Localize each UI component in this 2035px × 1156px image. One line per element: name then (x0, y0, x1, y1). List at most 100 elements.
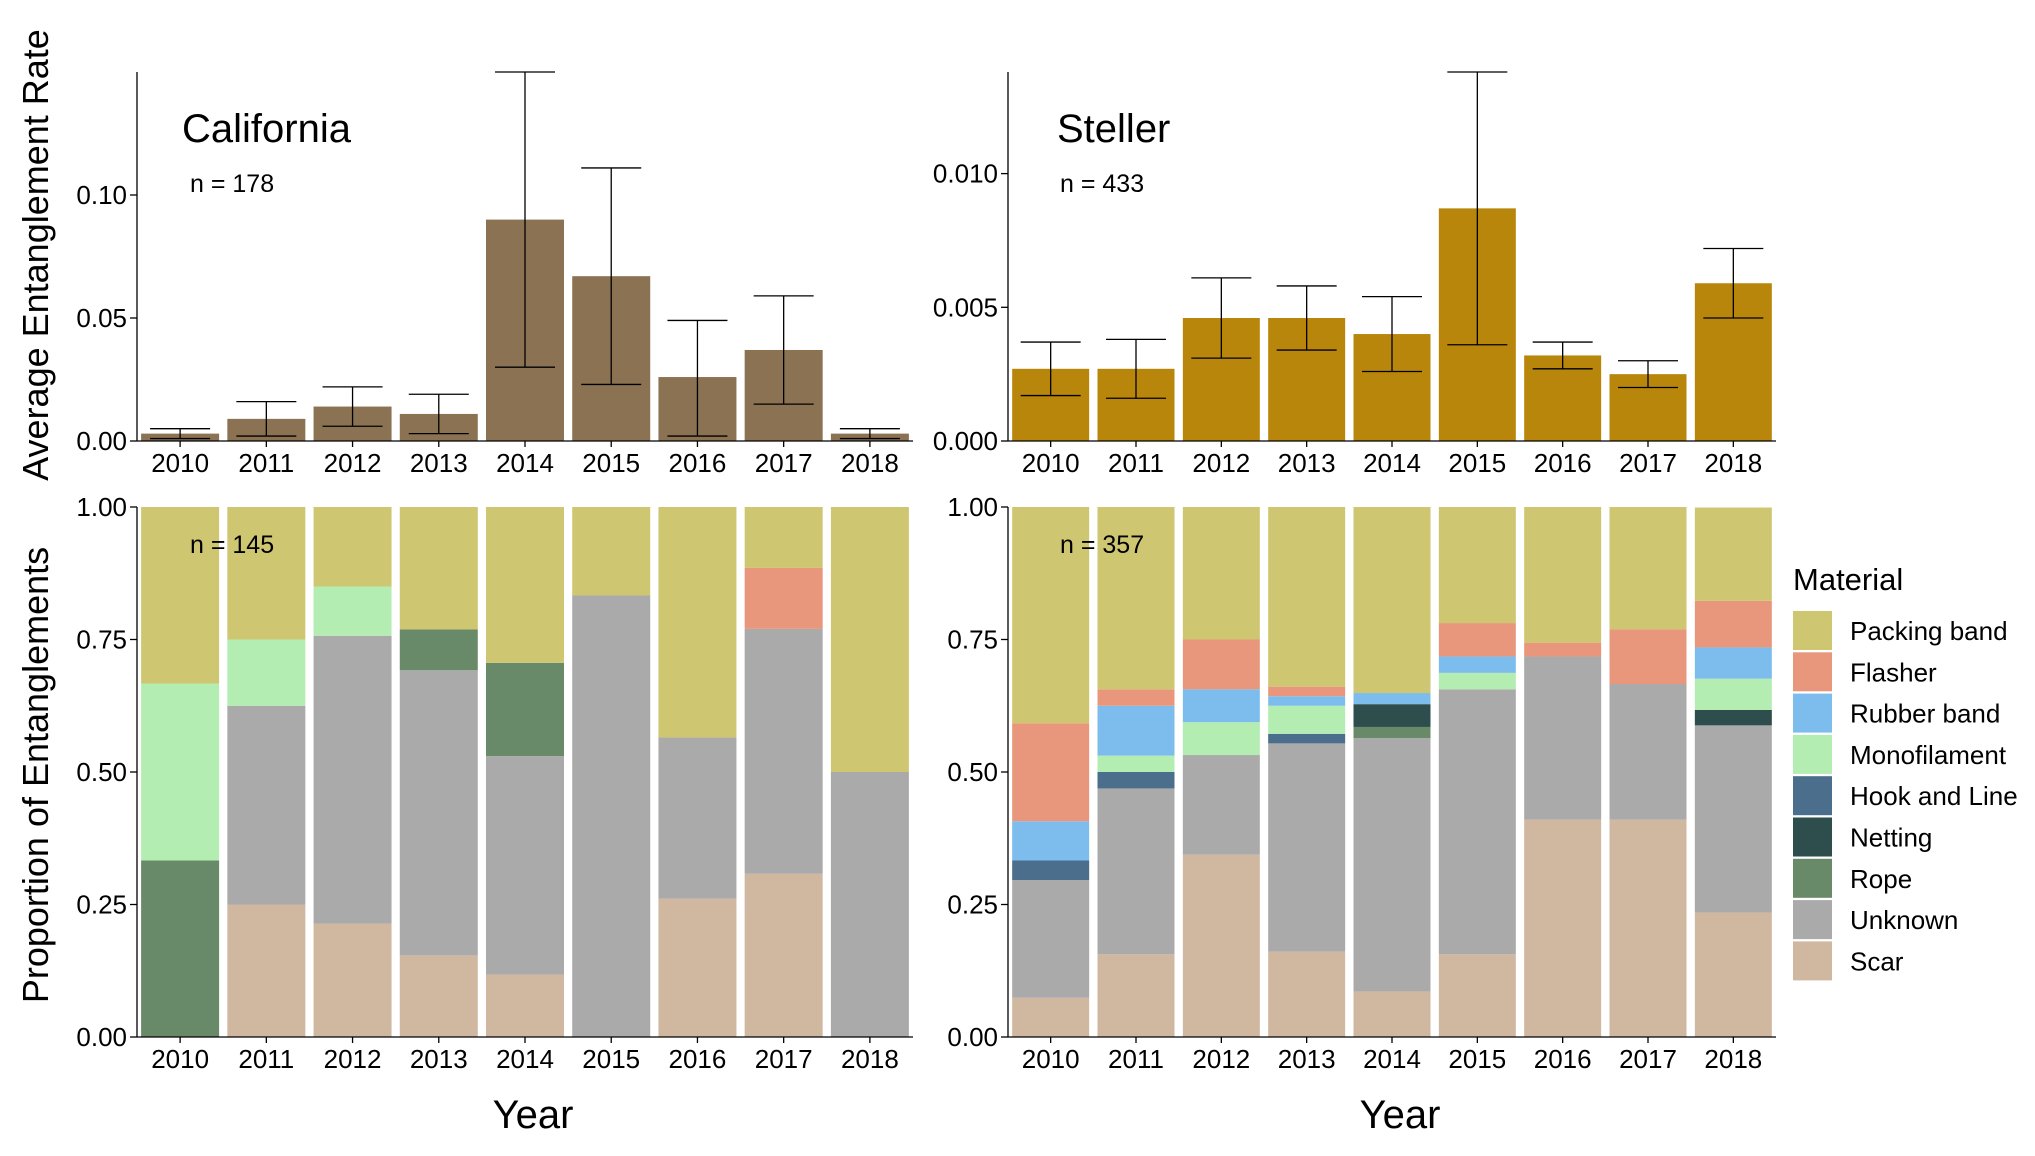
panel-bottom-left: 0.00 0.25 0.50 0.75 1.00 2010 2011 2012 2013 2014… (76, 492, 913, 1074)
bar-segment-packing-band (1694, 507, 1772, 601)
x-tick-label: 2010 (151, 448, 209, 478)
error-bar (1106, 338, 1166, 399)
x-tick-label: 2013 (1278, 448, 1336, 478)
bar-segment-scar (1694, 912, 1772, 1037)
legend-label: Unknown (1850, 905, 1958, 935)
legend-swatch-rope (1793, 858, 1832, 898)
bar-segment-monofilament (1438, 672, 1516, 690)
bar-segment-unknown (572, 595, 651, 1037)
y-tick-label: 0.010 (933, 159, 998, 189)
bar-segment-scar (313, 923, 392, 1037)
x-tick-label: 2011 (1108, 1044, 1164, 1074)
bar-segment-unknown (486, 756, 564, 975)
x-tick-label: 2012 (324, 448, 382, 478)
bar-segment-packing-band (1097, 507, 1175, 690)
x-tick-label: 2013 (1278, 1044, 1336, 1074)
bar-segment-unknown (1353, 738, 1431, 992)
y-tick-label: 0.50 (947, 757, 998, 787)
bar-segment-rubber-band (1438, 656, 1516, 673)
bar-segment-scar (1182, 854, 1260, 1037)
bar-segment-packing-band (744, 507, 823, 568)
x-axis-title-left: Year (493, 1093, 574, 1137)
x-tick-label: 2016 (1534, 448, 1592, 478)
bar-segment-monofilament (1182, 722, 1260, 756)
bar-segment-packing-band (141, 507, 220, 684)
sample-size-label: n = 145 (190, 531, 274, 559)
bar-segment-scar (744, 873, 823, 1037)
x-tick-label: 2017 (755, 1044, 813, 1074)
legend-label: Rubber band (1850, 699, 2000, 729)
bar-segment-flasher (744, 567, 823, 629)
legend-swatch-flasher (1793, 652, 1832, 692)
error-bar (753, 295, 814, 405)
x-tick-label: 2014 (496, 1044, 554, 1074)
x-tick-label: 2015 (582, 1044, 640, 1074)
y-tick-label: 0.000 (933, 426, 998, 456)
error-bar (1191, 277, 1252, 359)
y-tick-label: 0.00 (76, 1022, 127, 1052)
bar-segment-rubber-band (1097, 705, 1175, 756)
bar-segment-unknown (1182, 755, 1260, 855)
bar-segment-packing-band (399, 507, 478, 630)
bar-segment-scar (1012, 997, 1090, 1037)
x-tick-label: 2016 (1534, 1044, 1592, 1074)
bar-segment-monofilament (313, 586, 392, 636)
bar-segment-hook-and-line (1097, 772, 1175, 789)
y-tick-label: 0.00 (947, 1022, 998, 1052)
error-bar (1362, 295, 1422, 373)
error-bar (322, 386, 383, 427)
bar-segment-unknown (1438, 689, 1516, 955)
bar-segment-rubber-band (1694, 647, 1772, 679)
x-tick-label: 2014 (1363, 1044, 1421, 1074)
x-tick-label: 2010 (1022, 448, 1080, 478)
y-tick-label: 0.005 (933, 292, 998, 322)
bar-segment-packing-band (1268, 507, 1346, 687)
bar-segment-packing-band (572, 507, 651, 596)
x-tick-label: 2018 (1704, 1044, 1762, 1074)
bar-segment-unknown (744, 628, 823, 874)
bar-segment-packing-band (313, 507, 392, 587)
bar (1524, 355, 1602, 441)
legend-swatch-monofilament (1793, 734, 1832, 774)
bar-segment-unknown (227, 705, 306, 905)
bar-segment-flasher (1524, 642, 1602, 657)
bar-segment-scar (1438, 954, 1516, 1037)
legend-title: Material (1793, 562, 1903, 597)
y-tick-label: 0.25 (76, 890, 127, 920)
x-tick-label: 2011 (238, 448, 294, 478)
legend-swatch-rubber-band (1793, 693, 1832, 733)
bar-segment-packing-band (1438, 507, 1516, 624)
bar-segment-scar (1268, 951, 1346, 1037)
bar-segment-unknown (1524, 656, 1602, 820)
panel-top-left: 0.00 0.05 0.10 2010 2011 2012 2013 2014 2015 2016… (76, 71, 913, 478)
bar-segment-packing-band (830, 507, 909, 772)
bar-segment-flasher (1182, 639, 1260, 690)
x-tick-label: 2012 (1192, 448, 1250, 478)
legend: Material Packing band Flasher Rubber band M… (1793, 562, 2018, 981)
x-tick-label: 2014 (1363, 448, 1421, 478)
x-tick-label: 2015 (582, 448, 640, 478)
legend-swatch-hook-and-line (1793, 776, 1832, 816)
x-tick-label: 2013 (410, 448, 468, 478)
bar-segment-rubber-band (1353, 693, 1431, 705)
bar-segment-packing-band (1353, 507, 1431, 694)
bar-segment-unknown (313, 635, 392, 924)
legend-swatch-scar (1793, 941, 1832, 981)
bar-segment-scar (1609, 819, 1687, 1037)
bar-segment-scar (1097, 954, 1175, 1037)
sample-size-label: n = 178 (190, 170, 274, 198)
bar-segment-flasher (1097, 689, 1175, 706)
bar-segment-flasher (1438, 623, 1516, 657)
x-tick-label: 2015 (1448, 1044, 1506, 1074)
bar-segment-unknown (1609, 684, 1687, 820)
bar-segment-scar (1524, 819, 1602, 1037)
error-bar (408, 393, 469, 435)
bar-segment-packing-band (486, 507, 564, 663)
panel-title: Steller (1057, 107, 1170, 151)
bar-segment-unknown (1694, 725, 1772, 913)
legend-swatch-unknown (1793, 900, 1832, 940)
bar-segment-netting (1353, 704, 1431, 727)
legend-label: Netting (1850, 823, 1932, 853)
bar-segment-rubber-band (1268, 696, 1346, 706)
